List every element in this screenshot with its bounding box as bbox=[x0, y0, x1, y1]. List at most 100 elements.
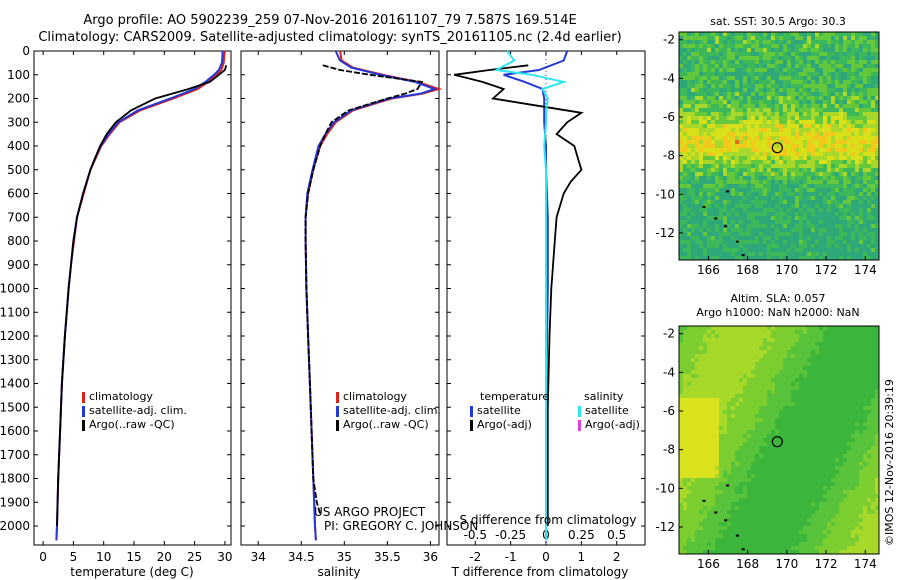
map-cell bbox=[767, 438, 772, 443]
map-cell bbox=[711, 434, 716, 439]
map-cell bbox=[839, 338, 844, 343]
map-cell bbox=[815, 470, 820, 475]
map-cell bbox=[867, 140, 872, 145]
map-cell bbox=[739, 454, 744, 459]
map-cell bbox=[787, 442, 792, 447]
map-y-tick-label: -4 bbox=[663, 71, 675, 85]
map-cell bbox=[867, 68, 872, 73]
map-cell bbox=[815, 458, 820, 463]
map-cell bbox=[691, 450, 696, 455]
map-cell bbox=[715, 418, 720, 423]
map-cell bbox=[823, 232, 828, 237]
map-cell bbox=[863, 144, 868, 149]
map-cell bbox=[855, 40, 860, 45]
map-cell bbox=[715, 338, 720, 343]
y-tick-label: 1700 bbox=[0, 448, 30, 462]
map-cell bbox=[855, 48, 860, 53]
map-cell bbox=[835, 326, 840, 331]
map-cell bbox=[795, 208, 800, 213]
map-cell bbox=[735, 378, 740, 383]
map-cell bbox=[683, 462, 688, 467]
map-cell bbox=[699, 148, 704, 153]
map-cell bbox=[847, 256, 852, 261]
map-cell bbox=[791, 402, 796, 407]
map-cell bbox=[679, 446, 684, 451]
map-cell bbox=[859, 462, 864, 467]
map-cell bbox=[871, 446, 876, 451]
map-cell bbox=[867, 76, 872, 81]
map-cell bbox=[695, 374, 700, 379]
map-cell bbox=[811, 458, 816, 463]
map-cell bbox=[799, 84, 804, 89]
map-cell bbox=[779, 72, 784, 77]
map-cell bbox=[811, 398, 816, 403]
map-cell bbox=[767, 326, 772, 331]
map-cell bbox=[843, 44, 848, 49]
map-cell bbox=[791, 366, 796, 371]
map-cell bbox=[839, 156, 844, 161]
map-cell bbox=[707, 370, 712, 375]
map-cell bbox=[699, 96, 704, 101]
map-cell bbox=[835, 76, 840, 81]
map-cell bbox=[751, 120, 756, 125]
map-cell bbox=[707, 366, 712, 371]
map-cell bbox=[775, 200, 780, 205]
map-cell bbox=[707, 398, 712, 403]
map-cell bbox=[687, 334, 692, 339]
map-cell bbox=[795, 108, 800, 113]
x-tick-label: 35.5 bbox=[374, 550, 401, 564]
map-cell bbox=[727, 108, 732, 113]
map-cell bbox=[815, 236, 820, 241]
map-cell bbox=[755, 334, 760, 339]
map-cell bbox=[807, 228, 812, 233]
map-cell bbox=[803, 224, 808, 229]
map-cell bbox=[731, 200, 736, 205]
map-cell bbox=[683, 160, 688, 165]
map-cell bbox=[715, 244, 720, 249]
y-tick-label: 1900 bbox=[0, 495, 30, 509]
map-cell bbox=[727, 398, 732, 403]
map-cell bbox=[791, 80, 796, 85]
map-cell bbox=[715, 144, 720, 149]
map-cell bbox=[727, 64, 732, 69]
map-cell bbox=[815, 144, 820, 149]
map-cell bbox=[703, 148, 708, 153]
map-cell bbox=[839, 84, 844, 89]
map-cell bbox=[743, 394, 748, 399]
map-cell bbox=[699, 32, 704, 37]
map-cell bbox=[823, 152, 828, 157]
map-cell bbox=[695, 418, 700, 423]
map-cell bbox=[831, 168, 836, 173]
map-cell bbox=[767, 394, 772, 399]
map-cell bbox=[855, 112, 860, 117]
map-cell bbox=[743, 458, 748, 463]
map-cell bbox=[851, 326, 856, 331]
map-cell bbox=[739, 184, 744, 189]
map-cell bbox=[851, 208, 856, 213]
map-cell bbox=[855, 200, 860, 205]
map-cell bbox=[847, 128, 852, 133]
map-cell bbox=[775, 228, 780, 233]
map-cell bbox=[815, 184, 820, 189]
map-cell bbox=[703, 382, 708, 387]
map-cell bbox=[715, 80, 720, 85]
map-cell bbox=[859, 232, 864, 237]
map-cell bbox=[731, 52, 736, 57]
map-cell bbox=[875, 354, 880, 359]
map-cell bbox=[823, 370, 828, 375]
map-cell bbox=[787, 148, 792, 153]
map-cell bbox=[707, 128, 712, 133]
map-cell bbox=[743, 326, 748, 331]
map-cell bbox=[823, 88, 828, 93]
map-cell bbox=[683, 474, 688, 479]
map-cell bbox=[855, 382, 860, 387]
map-cell bbox=[691, 164, 696, 169]
map-cell bbox=[731, 454, 736, 459]
map-cell bbox=[819, 374, 824, 379]
map-cell bbox=[807, 156, 812, 161]
map-cell bbox=[763, 342, 768, 347]
map-cell bbox=[875, 64, 880, 69]
map-cell bbox=[779, 252, 784, 257]
map-cell bbox=[763, 96, 768, 101]
map-cell bbox=[703, 60, 708, 65]
